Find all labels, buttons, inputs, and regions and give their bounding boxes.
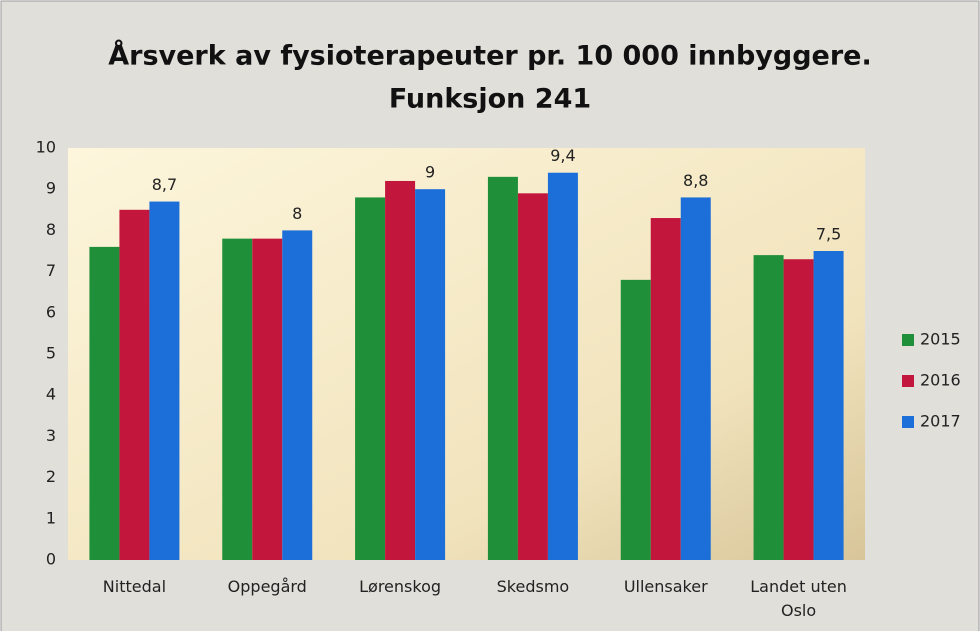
data-label: 9,4	[550, 146, 575, 165]
chart-subtitle: Funksjon 241	[389, 84, 591, 115]
bar	[385, 180, 416, 560]
x-tick-label: Skedsmo	[497, 577, 570, 596]
data-label: 8,8	[683, 171, 708, 190]
y-tick-label: 5	[46, 344, 56, 363]
data-label: 9	[425, 163, 435, 182]
bar	[650, 218, 681, 561]
bar	[753, 255, 784, 560]
x-tick-label: Landet uten Oslo	[750, 577, 847, 620]
plot-area	[68, 148, 865, 560]
bar	[680, 197, 711, 560]
bar	[783, 259, 814, 560]
x-tick-label: Ullensaker	[624, 577, 708, 596]
legend-label: 2016	[920, 371, 961, 390]
legend-label: 2017	[920, 412, 961, 431]
bar	[89, 246, 120, 560]
data-label: 8,7	[152, 175, 177, 194]
legend-swatch	[902, 375, 914, 387]
y-tick-label: 2	[46, 467, 56, 486]
x-tick-label: Oppegård	[228, 577, 307, 596]
legend-swatch	[902, 334, 914, 346]
x-tick-label: Lørenskog	[359, 577, 441, 596]
y-tick-label: 0	[46, 550, 56, 569]
bar	[282, 230, 313, 560]
bar	[252, 238, 283, 560]
bar	[149, 201, 180, 560]
y-tick-label: 9	[46, 179, 56, 198]
bar	[620, 279, 651, 560]
bar	[355, 197, 386, 560]
legend-swatch	[902, 416, 914, 428]
bar	[517, 193, 548, 560]
y-tick-label: 8	[46, 220, 56, 239]
y-tick-label: 4	[46, 385, 56, 404]
bar	[119, 209, 150, 561]
bar	[487, 176, 518, 560]
y-tick-label: 7	[46, 261, 56, 280]
y-tick-label: 1	[46, 508, 56, 527]
y-tick-label: 3	[46, 426, 56, 445]
bar	[813, 251, 844, 560]
bar	[222, 238, 253, 560]
y-tick-label: 10	[36, 138, 56, 157]
data-label: 7,5	[816, 225, 841, 244]
legend-label: 2015	[920, 330, 961, 349]
chart-title: Årsverk av fysioterapeuter pr. 10 000 in…	[108, 40, 872, 72]
bar	[415, 189, 446, 560]
x-tick-label: Nittedal	[103, 577, 166, 596]
data-label: 8	[292, 204, 302, 223]
y-tick-label: 6	[46, 302, 56, 321]
bar	[547, 172, 578, 560]
